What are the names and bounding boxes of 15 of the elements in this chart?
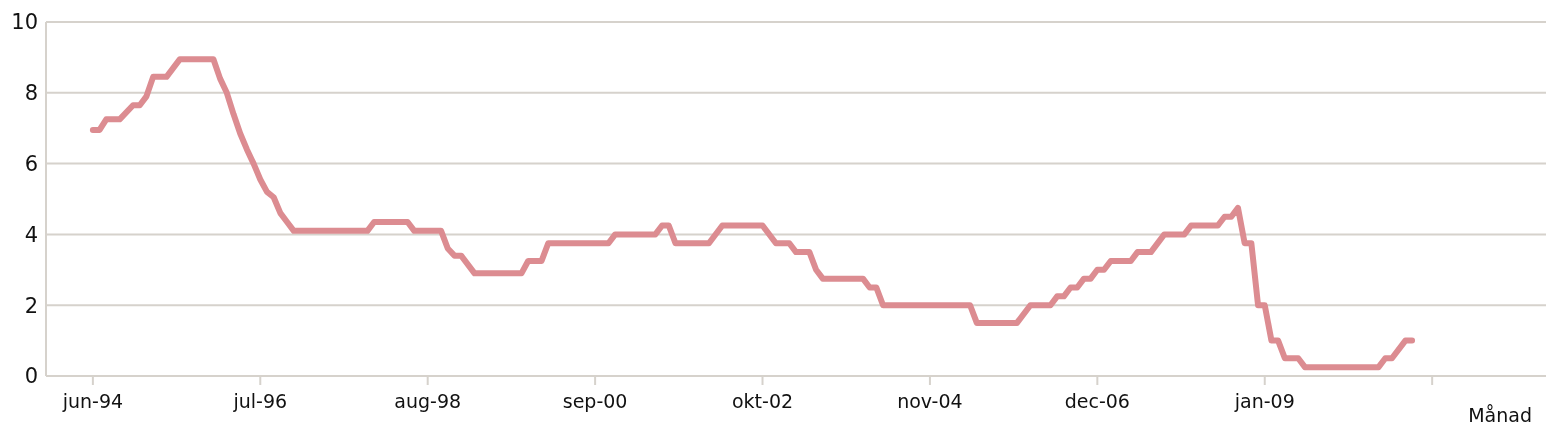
y-tick-label: 2 [24,293,38,318]
y-tick-label: 8 [24,81,38,106]
x-tick-label: nov-04 [897,390,963,413]
y-tick-label: 4 [24,222,38,247]
x-tick-label: jan-09 [1233,390,1295,413]
x-tick-label: sep-00 [562,390,628,413]
x-tick-label: okt-02 [731,390,794,413]
y-tick-label: 0 [24,364,38,389]
x-tick-label: dec-06 [1064,390,1130,413]
x-tick-label: aug-98 [394,390,462,413]
x-tick-label: jul-96 [232,390,288,413]
x-tick-label: jun-94 [61,390,124,413]
y-tick-label: 6 [24,152,38,177]
x-axis-title: Månad [1468,404,1532,426]
y-tick-label: 10 [11,10,38,35]
